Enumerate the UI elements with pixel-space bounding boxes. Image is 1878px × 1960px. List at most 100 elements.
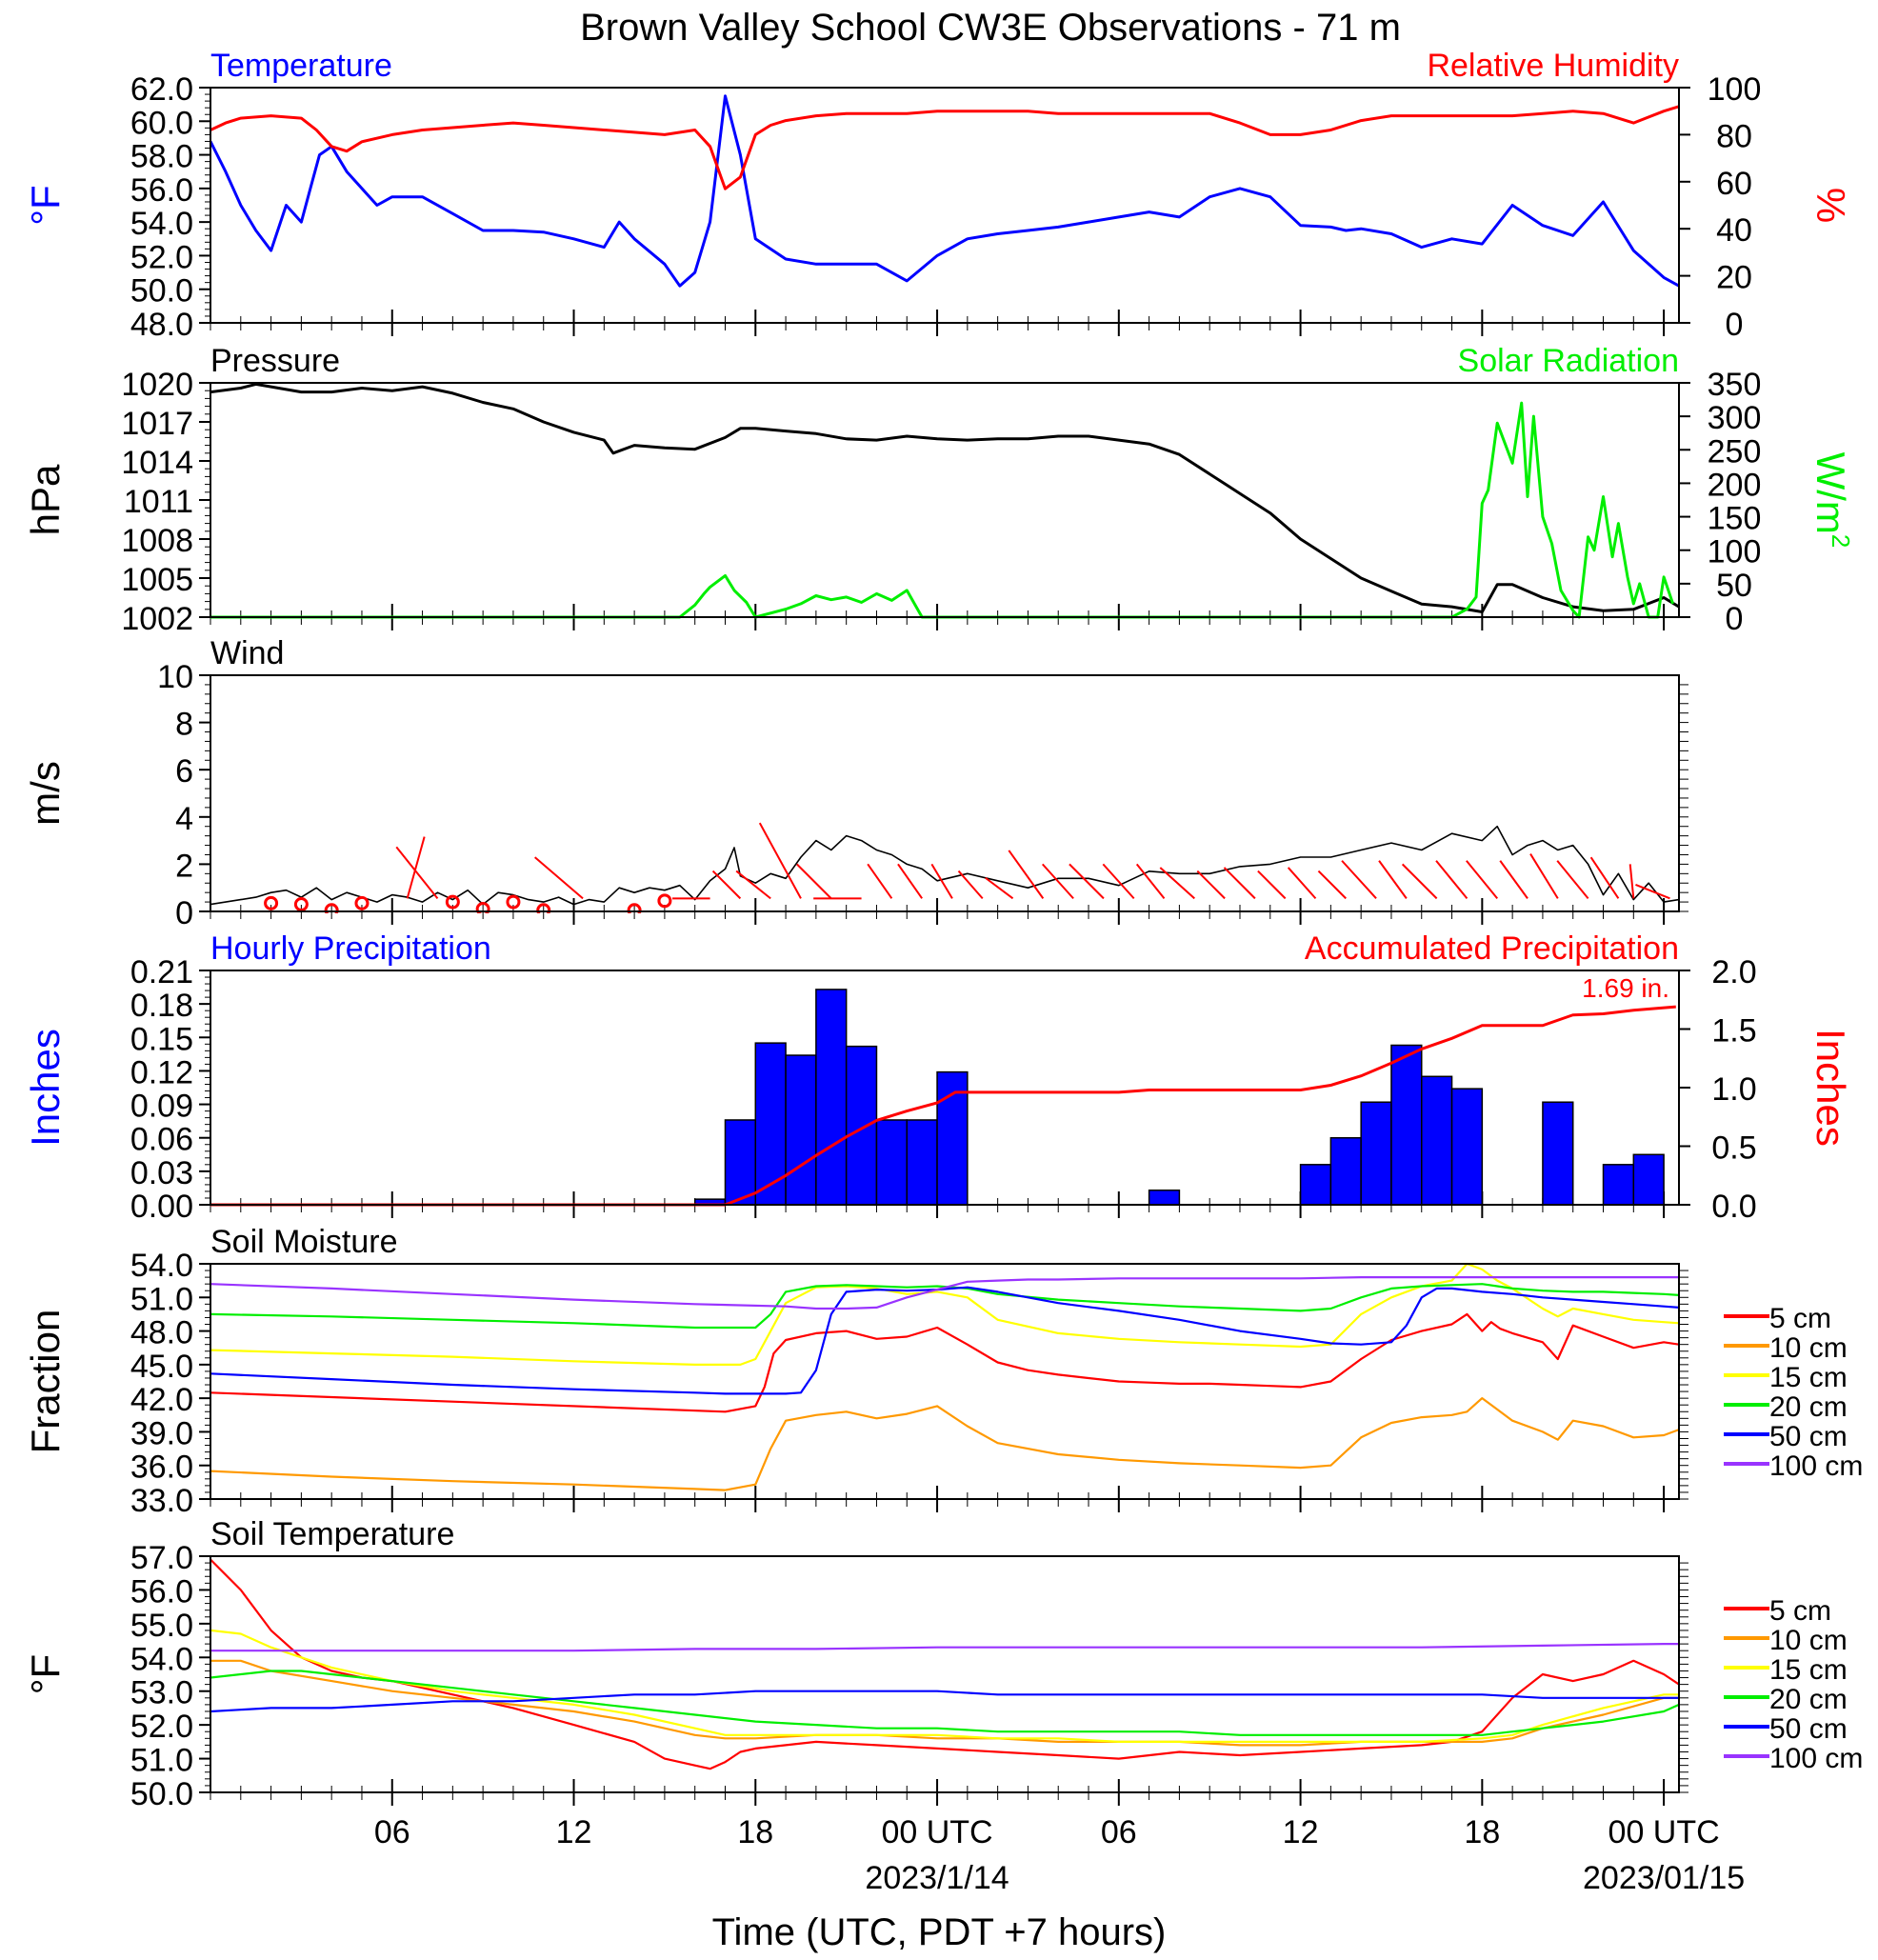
y-tick-label-left: 1017 [121, 406, 193, 442]
wind-barb [957, 870, 984, 900]
legend-label: 50 cm [1769, 1421, 1848, 1452]
wind-barb [1635, 884, 1670, 900]
y-tick-label-left: 1011 [124, 484, 193, 520]
legend-label: 10 cm [1769, 1625, 1848, 1656]
y-tick-label-right: 60 [1716, 166, 1752, 202]
time-axis: 06 12 18 00 UTC 2023/1/14 06 12 18 00 UTC 2023/01… [374, 1814, 1745, 1896]
y-tick-label-left: 45.0 [130, 1349, 193, 1385]
series-line-100cm [210, 1643, 1679, 1652]
y-tick-label-right: 350 [1708, 367, 1762, 403]
y-tick-label-left: 51.0 [130, 1743, 193, 1779]
wind-barb [534, 856, 584, 900]
precip-bar [1602, 1164, 1635, 1206]
legend-label: 50 cm [1769, 1713, 1848, 1745]
wind-barb [1317, 870, 1347, 900]
plot-area-soiltemp [210, 1558, 1679, 1770]
y-tick-label-right: 0 [1726, 307, 1744, 343]
legend-label: 15 cm [1769, 1362, 1848, 1393]
y-axis-label-left: Fraction [23, 1310, 68, 1454]
wind-barb [1159, 867, 1195, 900]
x-tick-label: 12 [556, 1814, 592, 1850]
series-line-20cm [210, 1283, 1679, 1330]
y-tick-label-left: 0.03 [130, 1155, 193, 1191]
y-tick-label-right: 0.0 [1711, 1189, 1756, 1225]
panel-frame [210, 382, 1680, 618]
wind-barb [1378, 860, 1408, 899]
y-tick-label-right: 250 [1708, 433, 1762, 470]
wind-barb [758, 822, 802, 899]
wind-barb [406, 836, 426, 899]
y-tick-label-left: 1020 [121, 367, 193, 403]
panel-title-left: Soil Temperature [210, 1516, 454, 1552]
y-tick-label-left: 55.0 [130, 1608, 193, 1644]
wind-barb [1341, 860, 1377, 900]
legend-label: 5 cm [1769, 1595, 1831, 1627]
wind-barb [1223, 867, 1256, 900]
precip-bar [754, 1042, 787, 1206]
wind-barb [1196, 870, 1226, 900]
y-tick-label-right: 2.0 [1711, 954, 1756, 990]
series-line-50cm [210, 1690, 1679, 1713]
wind-barb [1435, 860, 1468, 899]
legend-label: 20 cm [1769, 1391, 1848, 1423]
precip-bar [1390, 1044, 1423, 1206]
y-tick-label-left: 56.0 [130, 172, 193, 209]
wind-calm-marker [536, 903, 551, 913]
y-tick-label-left: 1008 [121, 523, 193, 559]
wind-barb [1135, 863, 1166, 899]
precip-bar [785, 1054, 817, 1206]
series-line-10cm [210, 1659, 1679, 1747]
panel-frame [210, 1555, 1680, 1793]
y-tick-label-left: 2 [175, 848, 193, 884]
panels: 48.050.052.054.056.058.060.062.002040608… [23, 48, 1863, 1812]
wind-barb [867, 863, 893, 899]
wind-barb [985, 876, 1014, 900]
panel-frame [210, 970, 1680, 1206]
y-tick-label-right: 300 [1708, 400, 1762, 436]
y-tick-label-left: 48.0 [130, 307, 193, 343]
wind-calm-marker [354, 895, 370, 910]
y-tick-label-right: 0 [1726, 601, 1744, 637]
wind-barb [1041, 863, 1074, 900]
y-axis-label-left: Inches [23, 1029, 68, 1147]
precip-bar [1421, 1075, 1453, 1206]
wind-barb [735, 870, 771, 900]
wind-calm-marker [445, 894, 460, 910]
panel-frame [210, 1263, 1680, 1500]
y-axis-label-right: Inches [1808, 1029, 1853, 1147]
series-line-10cm [210, 1397, 1679, 1491]
y-tick-label-left: 62.0 [130, 71, 193, 108]
y-axis-label-right: W/m2 [1808, 452, 1855, 549]
plot-area-wind [210, 822, 1679, 913]
y-tick-label-left: 60.0 [130, 105, 193, 141]
series-line-15cm [210, 1262, 1679, 1366]
legend-label: 20 cm [1769, 1684, 1848, 1715]
panel-frame [210, 87, 1680, 324]
plot-area-pressure [210, 382, 1679, 619]
wind-calm-marker [657, 893, 672, 909]
y-axis-label-right: % [1808, 188, 1853, 223]
x-tick-label: 00 UTC [1608, 1814, 1720, 1850]
panel-title-right: Relative Humidity [1427, 48, 1679, 84]
wind-barb [395, 846, 439, 899]
wind-barb [930, 863, 953, 899]
wind-barb [1589, 856, 1620, 899]
plot-area-temp [210, 94, 1679, 288]
y-tick-label-left: 58.0 [130, 139, 193, 175]
y-tick-label-right: 0.5 [1711, 1130, 1756, 1167]
y-tick-label-left: 0.00 [130, 1189, 193, 1225]
panel-soilmoist: 33.036.039.042.045.048.051.054.0 Soil Moi… [23, 1224, 1863, 1519]
y-tick-label-right: 100 [1708, 534, 1762, 570]
y-tick-label-left: 36.0 [130, 1450, 193, 1486]
x-tick-label: 18 [1464, 1814, 1500, 1850]
precip-bar [906, 1119, 938, 1206]
series-line-0 [210, 825, 1679, 906]
wind-barb [1628, 864, 1635, 899]
y-tick-label-right: 20 [1716, 260, 1752, 296]
series-line-0 [210, 94, 1679, 288]
y-tick-label-left: 54.0 [130, 206, 193, 242]
precip-bar [1542, 1101, 1574, 1206]
precip-bar [1632, 1153, 1665, 1206]
y-tick-label-left: 1002 [121, 601, 193, 637]
panel-title-left: Hourly Precipitation [210, 930, 491, 967]
